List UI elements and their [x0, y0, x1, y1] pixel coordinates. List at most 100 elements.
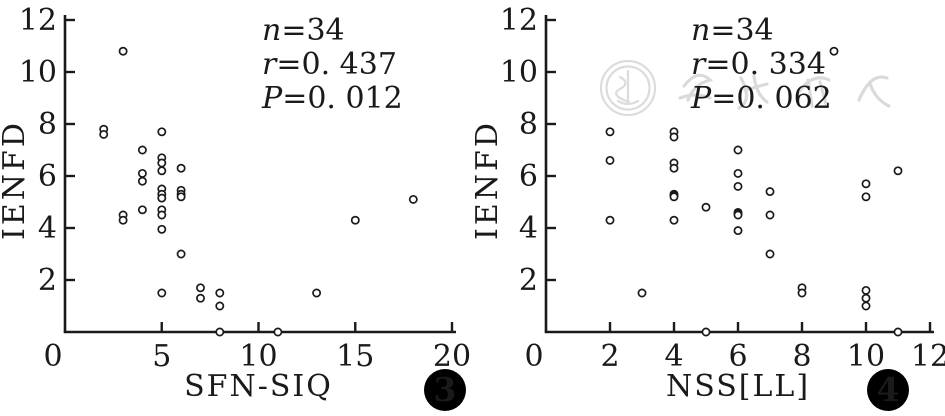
data-point [701, 202, 711, 212]
data-point [637, 288, 647, 298]
y-tick-label: 6 [519, 159, 538, 194]
x-tick-label: 20 [433, 339, 471, 374]
data-point [118, 215, 128, 225]
y-tick-label: 8 [38, 107, 57, 142]
data-point [118, 46, 128, 56]
data-point [157, 210, 167, 220]
stats-variable: P [690, 81, 712, 116]
data-point [829, 46, 839, 56]
data-point [861, 285, 871, 295]
watermark-glyph [678, 73, 714, 102]
data-point [408, 194, 418, 204]
stats-line: r=0. 437 [262, 47, 397, 82]
data-point [176, 163, 186, 173]
y-tick-label: 12 [19, 3, 57, 38]
x-tick-label: 10 [847, 339, 885, 374]
watermark-seal-outer-ring [599, 59, 657, 117]
data-point [176, 192, 186, 202]
data-point [137, 168, 147, 178]
stats-value: =0. 012 [282, 81, 403, 116]
data-point [605, 215, 615, 225]
y-tick-label: 2 [38, 263, 57, 298]
data-point [733, 168, 743, 178]
x-tick-label: 12 [911, 339, 945, 374]
data-point [196, 283, 205, 293]
x-axis-label: NSS[LL] [666, 369, 810, 404]
y-axis-label: IENFD [0, 120, 32, 240]
data-point [215, 327, 225, 337]
data-point [157, 127, 167, 137]
y-axis-label: IENFD [473, 120, 505, 240]
data-point [861, 293, 871, 303]
stats-line: n=34 [691, 13, 774, 48]
data-point [765, 187, 775, 197]
watermark-seal [599, 59, 657, 117]
y-tick-label: 4 [519, 211, 538, 246]
data-point [861, 179, 871, 189]
stats-value: =0. 437 [276, 47, 397, 82]
y-tick-label: 4 [38, 211, 57, 246]
data-points [99, 46, 418, 337]
y-tick-label: 6 [38, 159, 57, 194]
stats-line: P=0. 012 [261, 81, 403, 116]
data-point [215, 301, 225, 311]
y-tick-label: 8 [519, 107, 538, 142]
watermark-glyph [737, 74, 769, 110]
plot-canvas-right: 0 2 4 6 8 10 12 2 4 6 8 10 12 NSS[LL] IENFD n=34r=0. 33… [470, 3, 945, 411]
data-point [157, 224, 167, 234]
watermark-seal-inner-ring [605, 65, 651, 111]
data-point [137, 205, 147, 215]
stats-variable: r [691, 47, 707, 82]
data-point [312, 288, 322, 298]
data-point [765, 249, 775, 259]
data-point [733, 145, 743, 155]
data-point [893, 327, 903, 337]
data-point [669, 163, 679, 173]
data-point [157, 166, 167, 176]
data-point [350, 215, 360, 225]
data-point [605, 155, 615, 165]
scatter-plot-nss-ll: 0 2 4 6 8 10 12 2 4 6 8 10 12 NSS[LL] IENFD n=34 r=0. 33… [470, 0, 945, 416]
watermark-glyph [797, 76, 831, 108]
stats-line: r=0. 334 [691, 47, 826, 82]
x-tick-label: 0 [43, 339, 62, 374]
data-point [669, 132, 679, 142]
data-point [157, 193, 167, 203]
data-point [273, 327, 283, 337]
scatter-plot-sfn-siq: 0 5 10 15 20 2 4 6 8 10 12 SFN-SIQ IENFD n=34 r=0. 437… [0, 0, 472, 416]
figure-number-badge [867, 369, 909, 411]
y-tick-label: 12 [500, 3, 538, 38]
data-point [605, 127, 615, 137]
data-point [733, 181, 743, 191]
stats-value: =0. 334 [705, 47, 826, 82]
figure-number-badge [424, 369, 466, 411]
data-point [157, 158, 167, 168]
stats-variable: n [262, 13, 281, 48]
stats-variable: n [691, 13, 710, 48]
x-axis-label: SFN-SIQ [184, 369, 333, 404]
figure-number-text: 4 [877, 370, 900, 409]
watermark-glyph [857, 75, 891, 108]
x-tick-label: 8 [792, 339, 811, 374]
data-point [765, 210, 775, 220]
data-point [893, 166, 903, 176]
data-point [733, 226, 743, 236]
stats-variable: P [261, 81, 283, 116]
data-point [861, 192, 871, 202]
x-tick-label: 0 [524, 339, 543, 374]
stats-line: P=0. 062 [690, 81, 832, 116]
data-point [797, 288, 807, 298]
data-point [215, 288, 225, 298]
y-tick-label: 10 [500, 55, 538, 90]
stats-variable: r [262, 47, 278, 82]
figure-number-text: 3 [434, 370, 457, 409]
x-tick-label: 2 [600, 339, 619, 374]
x-tick-label: 6 [728, 339, 747, 374]
data-point [733, 210, 743, 220]
data-points [605, 46, 903, 337]
stats-value: =34 [281, 13, 344, 48]
stats-value: =34 [710, 13, 773, 48]
x-tick-label: 15 [336, 339, 374, 374]
data-point [861, 301, 871, 311]
